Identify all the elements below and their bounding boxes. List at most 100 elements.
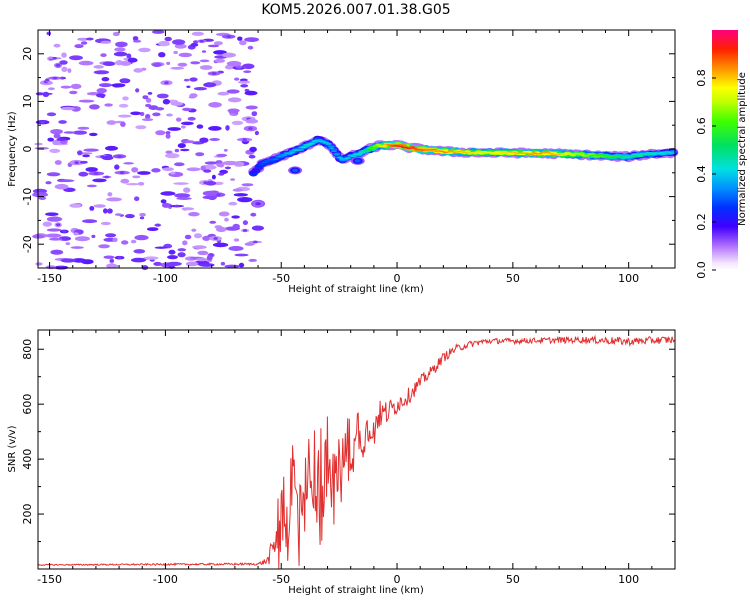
ridge-segment <box>372 146 379 148</box>
noise-blob <box>218 211 230 217</box>
noise-blob <box>77 37 89 41</box>
noise-blob <box>146 227 159 232</box>
noise-blob <box>240 84 249 88</box>
ridge-segment <box>350 155 357 157</box>
noise-blob <box>118 114 132 118</box>
ridge-segment <box>322 141 329 143</box>
noise-blob-core <box>77 151 83 155</box>
ridge-segment <box>406 148 413 150</box>
noise-blob-core <box>40 120 45 124</box>
noise-blob <box>165 133 171 139</box>
noise-blob <box>73 232 79 236</box>
ridge-segment <box>450 151 457 153</box>
ridge-segment <box>364 149 371 151</box>
spectral-blob <box>354 159 361 163</box>
noise-blob-core <box>219 172 224 176</box>
noise-blob <box>160 199 167 204</box>
colorbar-ticks: 0.0 0.2 0.4 0.6 0.8 <box>695 69 716 279</box>
ridge-segment <box>289 152 296 154</box>
noise-blob <box>190 61 201 65</box>
x-tick-label: -50 <box>272 272 290 285</box>
noise-blob-core <box>52 76 58 80</box>
noise-blob <box>74 44 84 49</box>
noise-blob <box>70 83 82 90</box>
noise-blob <box>106 263 118 269</box>
noise-blob <box>145 114 151 119</box>
noise-blob <box>225 125 230 131</box>
noise-blob <box>101 155 114 161</box>
ridge-segment <box>614 155 621 157</box>
noise-blob <box>234 253 249 257</box>
ridge-segment <box>545 151 552 154</box>
noise-blob <box>121 240 129 245</box>
noise-blob <box>173 182 189 185</box>
snr-background <box>38 330 675 569</box>
noise-blob <box>202 190 218 196</box>
ridge-segment <box>617 156 624 158</box>
noise-blob <box>78 171 89 177</box>
noise-blob <box>199 65 213 70</box>
noise-blob <box>145 97 152 103</box>
noise-blob <box>100 53 107 57</box>
ridge-segment <box>659 151 665 153</box>
x-tick-label: 0 <box>394 272 401 285</box>
noise-blob <box>227 108 240 113</box>
noise-blob <box>165 150 173 154</box>
ridge-segment <box>331 150 337 152</box>
x-tick-label: -150 <box>37 272 62 285</box>
y-tick-label: 0 <box>21 146 34 153</box>
noise-blob <box>46 228 62 232</box>
ridge-segment <box>536 153 543 155</box>
noise-blob <box>228 201 238 206</box>
noise-blob <box>209 220 217 224</box>
noise-blob <box>45 233 62 238</box>
noise-blob <box>202 235 211 241</box>
colorbar-tick-label: 0.8 <box>695 69 708 87</box>
noise-blob <box>103 208 108 214</box>
ridge-segment <box>397 145 404 147</box>
noise-blob <box>106 197 122 202</box>
ridge-segment <box>642 152 649 155</box>
ridge-segment <box>631 156 638 158</box>
noise-blob <box>183 187 191 193</box>
noise-blob <box>173 50 178 55</box>
ridge-segment <box>611 155 618 158</box>
colorbar-tick-label: 0.6 <box>695 117 708 135</box>
y-tick-label: 20 <box>21 47 34 61</box>
noise-blob-core <box>81 160 87 164</box>
noise-blob <box>60 85 72 89</box>
ridge-segment <box>375 144 382 146</box>
spectrogram-x-label: Height of straight line (km) <box>288 284 424 295</box>
noise-blob <box>49 148 61 153</box>
noise-blob <box>52 139 60 146</box>
ridge-segment <box>250 172 257 174</box>
noise-blob <box>112 237 118 242</box>
noise-blob <box>45 265 57 270</box>
noise-blob <box>160 191 176 196</box>
noise-blob <box>165 131 171 135</box>
noise-blob <box>100 40 111 44</box>
ridge-segment <box>453 152 460 154</box>
noise-blob <box>34 142 43 146</box>
ridge-segment <box>308 143 315 145</box>
chart-title: KOM5.2026.007.01.38.G05 <box>261 2 450 18</box>
ridge-segment <box>447 150 454 152</box>
ridge-segment <box>578 153 585 155</box>
noise-blob <box>208 102 222 108</box>
noise-blob <box>166 113 173 117</box>
noise-blob <box>60 106 76 111</box>
noise-blob <box>45 181 52 185</box>
colorbar-tick-label: 0.0 <box>695 261 708 279</box>
x-tick-label: 100 <box>618 272 639 285</box>
noise-blob <box>135 125 147 130</box>
noise-blob <box>170 101 184 106</box>
noise-blob <box>254 130 259 136</box>
noise-blob-core <box>126 54 132 58</box>
ridge-segment <box>647 153 654 156</box>
noise-blob <box>243 70 252 73</box>
noise-blob <box>47 137 54 142</box>
ridge-segment <box>478 152 485 154</box>
noise-blob <box>166 261 182 266</box>
noise-blob <box>183 78 190 82</box>
noise-blob <box>234 77 240 81</box>
